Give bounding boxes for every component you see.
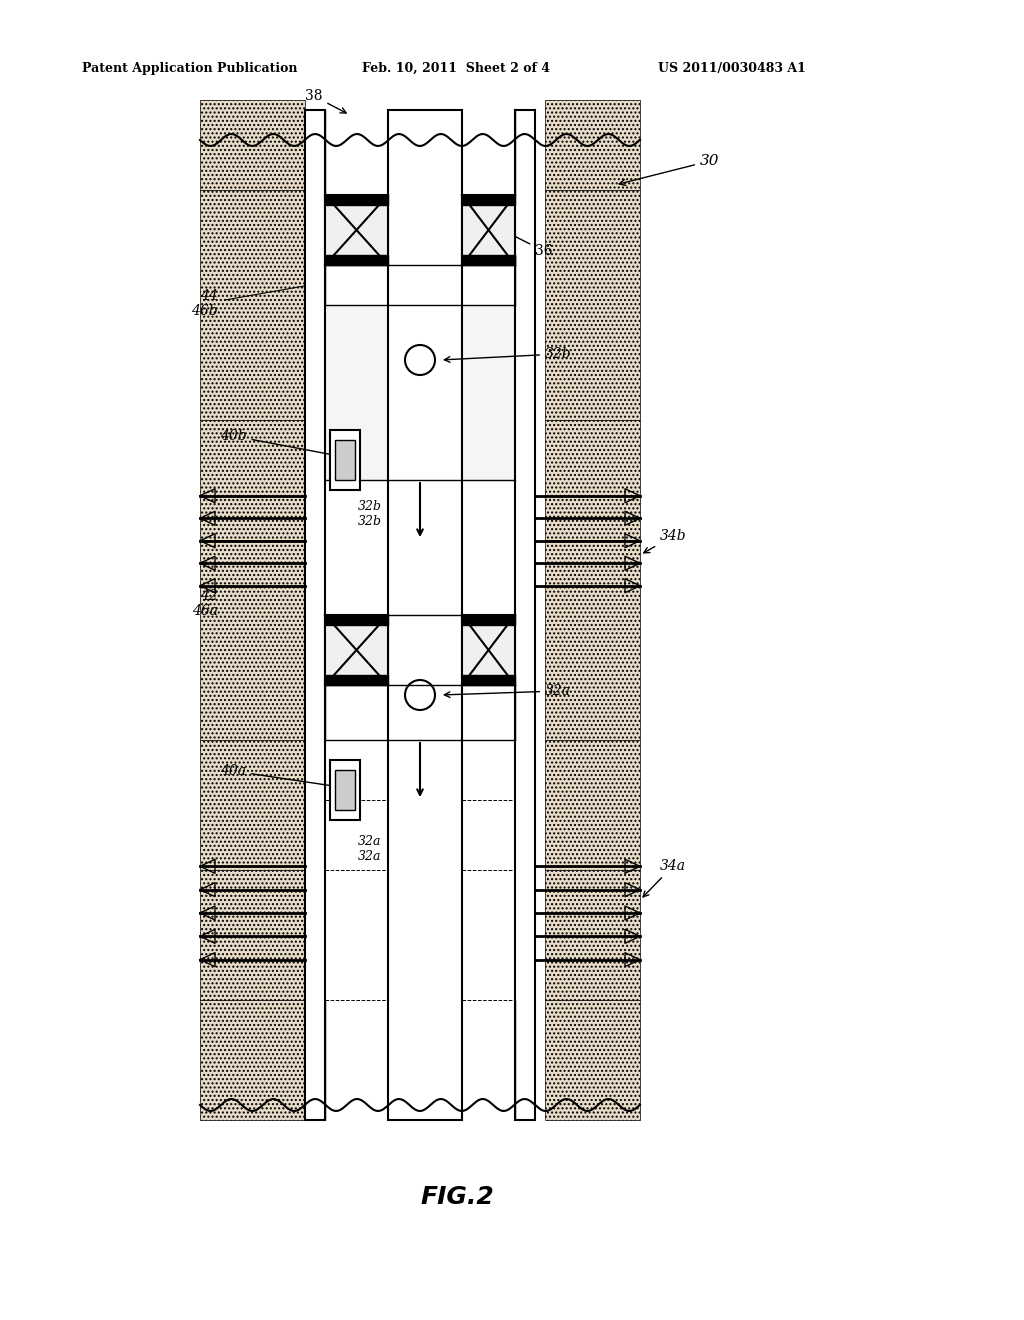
Polygon shape	[200, 540, 305, 741]
Text: 32b: 32b	[444, 347, 571, 362]
Bar	[462, 255, 515, 265]
Text: Feb. 10, 2011  Sheet 2 of 4: Feb. 10, 2011 Sheet 2 of 4	[362, 62, 550, 75]
Bar	[388, 110, 462, 1119]
Bar	[330, 760, 360, 820]
Text: 30: 30	[620, 154, 720, 185]
Bar	[462, 615, 515, 624]
Bar	[325, 615, 388, 624]
Text: FIG.2: FIG.2	[420, 1185, 494, 1209]
Bar	[305, 110, 325, 1119]
Bar	[335, 440, 355, 480]
Bar	[325, 675, 388, 685]
Text: 32b: 32b	[358, 500, 382, 513]
Bar	[515, 110, 535, 1119]
Text: US 2011/0030483 A1: US 2011/0030483 A1	[658, 62, 806, 75]
Bar	[330, 430, 360, 490]
Text: 32b: 32b	[358, 515, 382, 528]
Bar	[325, 305, 388, 480]
Text: 42: 42	[201, 589, 218, 603]
Text: 32a: 32a	[358, 850, 382, 863]
Text: 34a: 34a	[643, 859, 686, 896]
Bar	[462, 305, 515, 480]
Polygon shape	[545, 1001, 640, 1119]
Bar	[325, 195, 388, 205]
Text: 40a: 40a	[220, 764, 355, 791]
Polygon shape	[200, 870, 305, 1001]
Text: Patent Application Publication: Patent Application Publication	[82, 62, 298, 75]
Bar	[325, 195, 388, 265]
Text: 46a: 46a	[193, 605, 218, 618]
Text: 32a: 32a	[358, 836, 382, 847]
Polygon shape	[545, 870, 640, 1001]
Text: 40b: 40b	[220, 429, 355, 461]
Polygon shape	[545, 100, 640, 190]
Text: 32a: 32a	[444, 684, 571, 698]
Bar	[462, 195, 515, 205]
Bar	[325, 615, 388, 685]
Text: 44: 44	[201, 289, 218, 304]
Bar	[462, 675, 515, 685]
Bar	[462, 195, 515, 265]
Bar	[335, 770, 355, 810]
Polygon shape	[200, 1001, 305, 1119]
Polygon shape	[545, 420, 640, 540]
Text: 46b: 46b	[191, 304, 218, 318]
Polygon shape	[200, 420, 305, 540]
Bar	[325, 255, 388, 265]
Polygon shape	[545, 190, 640, 420]
Polygon shape	[200, 100, 305, 190]
Polygon shape	[200, 190, 305, 420]
Text: 36: 36	[467, 213, 553, 257]
Polygon shape	[545, 540, 640, 741]
Polygon shape	[545, 741, 640, 870]
Text: 34b: 34b	[644, 529, 687, 553]
Text: 38: 38	[305, 88, 346, 114]
Bar	[462, 615, 515, 685]
Polygon shape	[200, 741, 305, 870]
